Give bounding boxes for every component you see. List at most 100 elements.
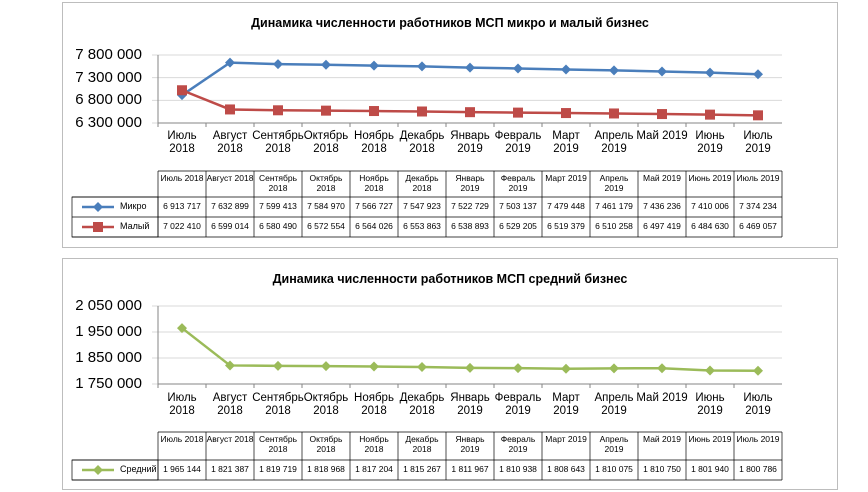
- marker: [273, 59, 283, 70]
- x-tick-label: Май 2019: [636, 130, 688, 142]
- marker: [321, 59, 331, 70]
- table-header: Декабрь 2018: [405, 173, 439, 193]
- legend-label: Малый: [120, 221, 150, 231]
- data-label: 1 821 387: [211, 464, 249, 474]
- x-tick-label: Сентябрь 2018: [252, 130, 304, 156]
- data-label: 6 553 863: [403, 221, 441, 231]
- legend-label: Микро: [120, 201, 147, 211]
- marker: [657, 363, 667, 374]
- table-header: Март 2019: [545, 173, 587, 183]
- data-label: 1 817 204: [355, 464, 393, 474]
- marker: [417, 61, 427, 72]
- marker: [321, 361, 331, 372]
- data-label: 7 479 448: [547, 201, 585, 211]
- marker: [177, 323, 187, 334]
- x-tick-label: Июль 2018: [167, 130, 197, 156]
- data-label: 1 800 786: [739, 464, 777, 474]
- x-tick-label: Май 2019: [636, 392, 688, 404]
- data-label: 7 599 413: [259, 201, 297, 211]
- marker: [753, 110, 763, 121]
- marker: [369, 60, 379, 71]
- marker: [465, 62, 475, 73]
- data-label: 6 529 205: [499, 221, 537, 231]
- chart-panel: [62, 2, 838, 248]
- x-tick-label: Апрель 2019: [594, 392, 634, 418]
- marker: [369, 361, 379, 372]
- marker: [225, 104, 235, 115]
- table-header: Июль 2018: [160, 434, 204, 444]
- data-label: 6 599 014: [211, 221, 249, 231]
- marker: [657, 109, 667, 120]
- data-label: 1 801 940: [691, 464, 729, 474]
- table-header: Август 2018: [206, 173, 254, 183]
- table-header: Октябрь 2018: [309, 434, 343, 454]
- chart-title: Динамика численности работников МСП микр…: [251, 16, 649, 30]
- x-tick-label: Июль 2019: [743, 130, 773, 156]
- marker: [753, 365, 763, 376]
- table-header: Июль 2019: [736, 434, 780, 444]
- data-label: 1 818 968: [307, 464, 345, 474]
- x-tick-label: Ноябрь 2018: [354, 392, 394, 418]
- table-header: Март 2019: [545, 434, 587, 444]
- table-header: Май 2019: [643, 434, 681, 444]
- legend-label: Средний: [120, 464, 157, 474]
- data-label: 7 632 899: [211, 201, 249, 211]
- data-label: 7 022 410: [163, 221, 201, 231]
- table-header: Январь 2019: [455, 173, 485, 193]
- y-tick-label: 2 050 000: [75, 297, 142, 314]
- marker: [513, 363, 523, 374]
- x-tick-label: Январь 2019: [450, 392, 490, 418]
- data-label: 1 810 075: [595, 464, 633, 474]
- data-label: 6 484 630: [691, 221, 729, 231]
- marker: [321, 105, 331, 116]
- data-label: 1 965 144: [163, 464, 201, 474]
- y-tick-label: 1 850 000: [75, 349, 142, 366]
- marker: [705, 365, 715, 376]
- table-header: Апрель 2019: [599, 173, 629, 193]
- marker: [273, 360, 283, 371]
- table-header: Июнь 2019: [688, 173, 732, 183]
- x-tick-label: Март 2019: [552, 392, 580, 418]
- marker: [513, 63, 523, 74]
- x-tick-label: Июль 2019: [743, 392, 773, 418]
- table-header: Февраль 2019: [500, 173, 536, 193]
- legend-marker: [93, 465, 103, 475]
- table-header: Июль 2018: [160, 173, 204, 183]
- data-label: 1 819 719: [259, 464, 297, 474]
- data-label: 7 566 727: [355, 201, 393, 211]
- table-header: Август 2018: [206, 434, 254, 444]
- data-label: 7 436 236: [643, 201, 681, 211]
- legend-marker: [93, 222, 103, 232]
- y-tick-label: 1 950 000: [75, 323, 142, 340]
- x-tick-label: Октябрь 2018: [303, 392, 349, 418]
- marker: [753, 69, 763, 80]
- table-header: Сентябрь 2018: [258, 434, 298, 454]
- marker: [657, 66, 667, 77]
- marker: [417, 106, 427, 117]
- marker: [465, 107, 475, 118]
- data-label: 7 503 137: [499, 201, 537, 211]
- data-label: 6 564 026: [355, 221, 393, 231]
- marker: [225, 57, 235, 68]
- x-tick-label: Сентябрь 2018: [252, 392, 304, 418]
- data-label: 1 810 938: [499, 464, 537, 474]
- marker: [705, 67, 715, 78]
- y-tick-label: 6 300 000: [75, 114, 142, 131]
- chart-title: Динамика численности работников МСП сред…: [272, 272, 628, 286]
- data-label: 6 497 419: [643, 221, 681, 231]
- data-label: 7 547 923: [403, 201, 441, 211]
- y-tick-label: 6 800 000: [75, 91, 142, 109]
- data-label: 6 913 717: [163, 201, 201, 211]
- data-label: 1 810 750: [643, 464, 681, 474]
- marker: [609, 65, 619, 76]
- x-tick-label: Февраль 2019: [494, 392, 542, 418]
- data-label: 7 522 729: [451, 201, 489, 211]
- table-header: Декабрь 2018: [405, 434, 439, 454]
- data-label: 6 510 258: [595, 221, 633, 231]
- x-tick-label: Февраль 2019: [494, 130, 542, 156]
- data-label: 7 584 970: [307, 201, 345, 211]
- marker: [369, 106, 379, 117]
- marker: [561, 363, 571, 374]
